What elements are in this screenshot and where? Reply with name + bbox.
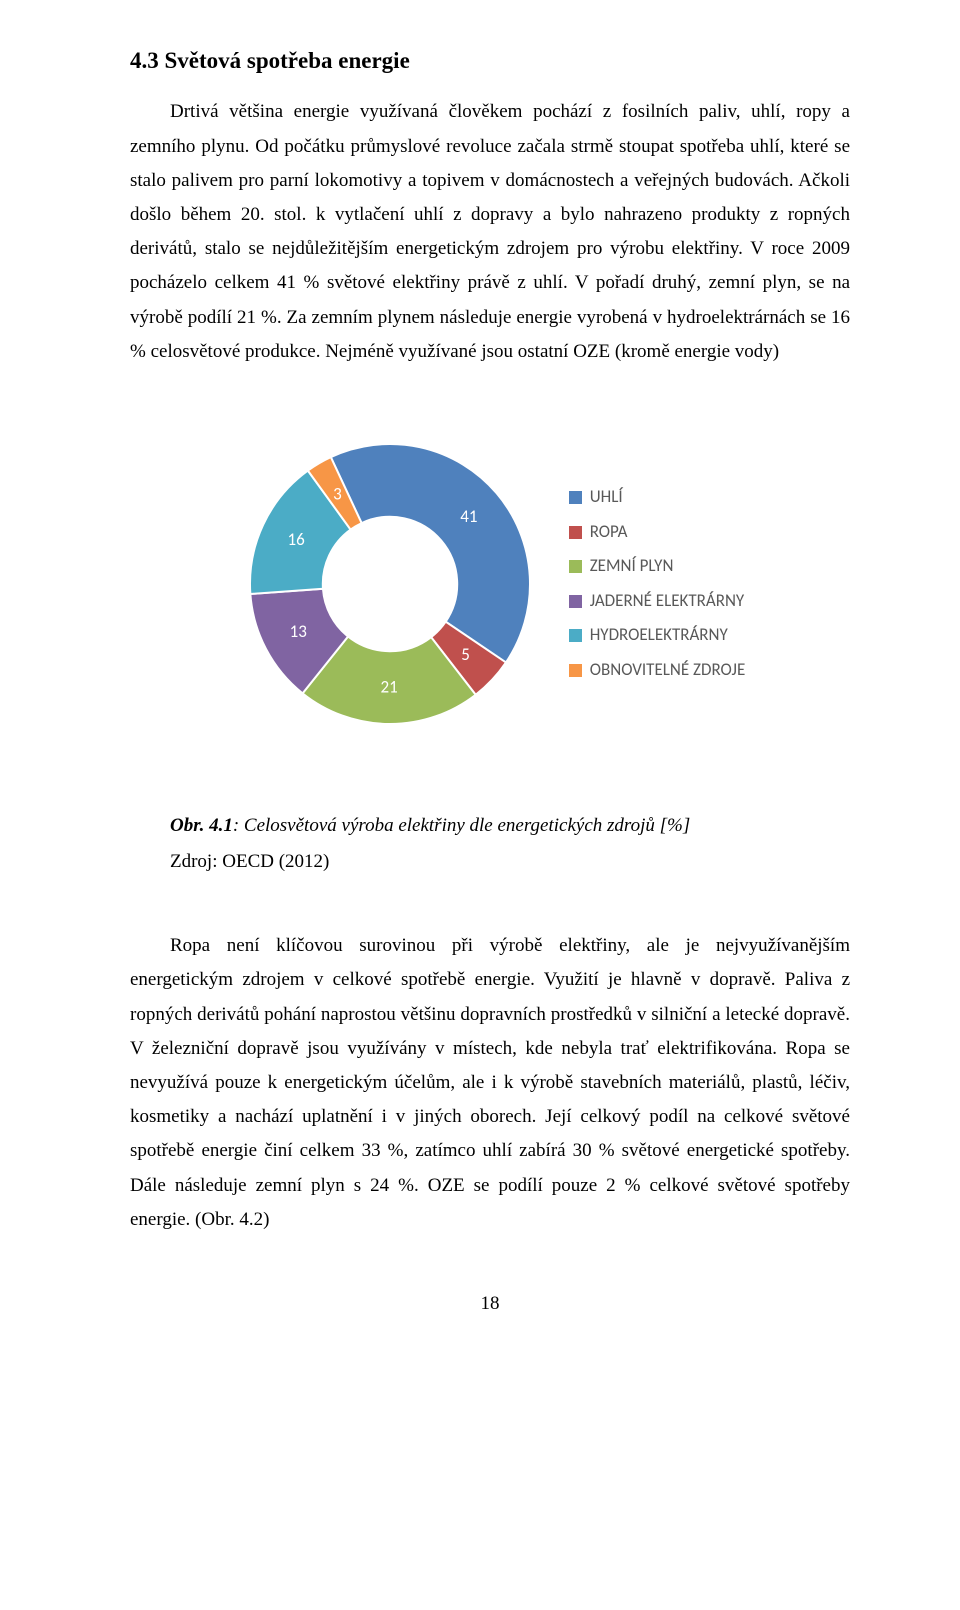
chart-legend: UHLÍ ROPAZEMNÍ PLYN JADERNÉ ELEKTRÁRNYHYDR… — [569, 478, 746, 690]
donut-slice — [331, 444, 530, 662]
legend-item: HYDROELEKTRÁRNY — [569, 620, 746, 651]
figure-4-1: 41 5 21 13 16 3 UHLÍ ROPAZEMNÍ PLYN JADERNÉ ELE… — [130, 429, 850, 739]
legend-swatch — [569, 560, 582, 573]
legend-swatch — [569, 491, 582, 504]
donut-slice-label: 21 — [380, 676, 397, 697]
legend-label: UHLÍ — [590, 482, 623, 513]
legend-swatch — [569, 595, 582, 608]
legend-swatch — [569, 526, 582, 539]
legend-item: ZEMNÍ PLYN — [569, 551, 746, 582]
legend-label: JADERNÉ ELEKTRÁRNY — [590, 586, 745, 617]
paragraph-2: Ropa není klíčovou surovinou při výrobě … — [130, 929, 850, 1237]
paragraph-1: Drtivá většina energie využívaná člověke… — [130, 95, 850, 369]
page-number: 18 — [130, 1287, 850, 1321]
donut-slice-label: 16 — [287, 529, 305, 550]
caption-prefix: Obr. 4.1 — [170, 815, 233, 836]
legend-label: ROPA — [590, 517, 628, 548]
document-page: 4.3 Světová spotřeba energie Drtivá větš… — [0, 0, 960, 1361]
donut-chart: 41 5 21 13 16 3 — [235, 429, 545, 739]
donut-slice-label: 41 — [460, 506, 477, 527]
donut-slice-label: 5 — [461, 644, 470, 665]
legend-label: ZEMNÍ PLYN — [590, 551, 674, 582]
legend-label: HYDROELEKTRÁRNY — [590, 620, 728, 651]
caption-text: : Celosvětová výroba elektřiny dle energ… — [233, 815, 690, 836]
legend-swatch — [569, 664, 582, 677]
section-heading: 4.3 Světová spotřeba energie — [130, 40, 850, 81]
legend-swatch — [569, 629, 582, 642]
donut-slice-label: 13 — [289, 621, 306, 642]
legend-item: UHLÍ — [569, 482, 746, 513]
legend-item: JADERNÉ ELEKTRÁRNY — [569, 586, 746, 617]
legend-label: OBNOVITELNÉ ZDROJE — [590, 655, 746, 686]
legend-item: ROPA — [569, 517, 746, 548]
donut-slice-label: 3 — [333, 484, 342, 505]
legend-item: OBNOVITELNÉ ZDROJE — [569, 655, 746, 686]
figure-caption: Obr. 4.1: Celosvětová výroba elektřiny d… — [170, 809, 850, 843]
figure-source: Zdroj: OECD (2012) — [170, 845, 850, 879]
figure-caption-block: Obr. 4.1: Celosvětová výroba elektřiny d… — [170, 809, 850, 879]
